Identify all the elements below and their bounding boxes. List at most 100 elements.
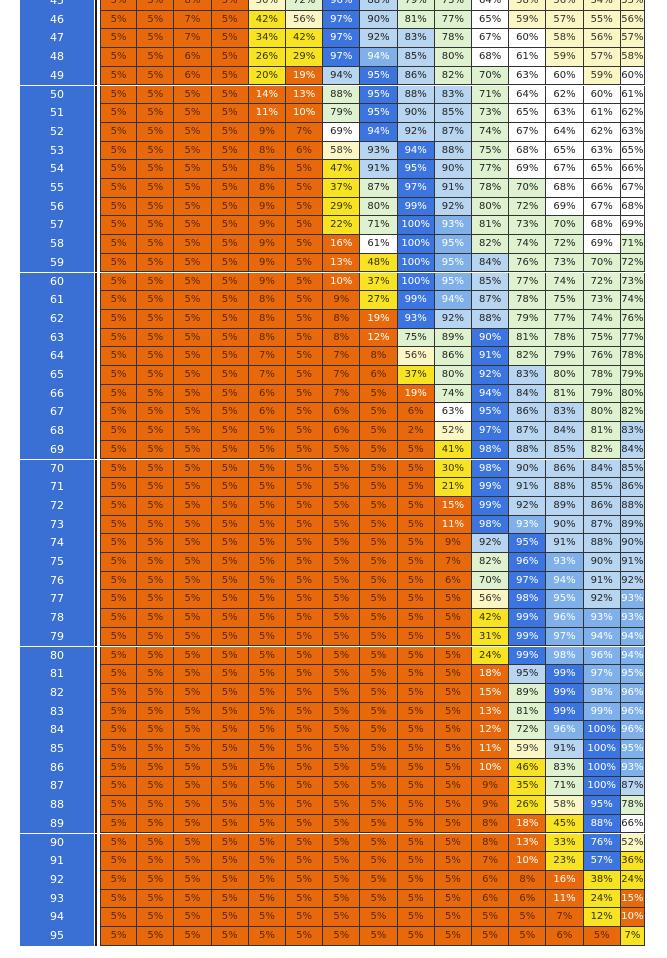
heatmap-cell: 5% bbox=[100, 870, 138, 890]
heatmap-cell: 5% bbox=[286, 515, 324, 535]
heatmap-cell: 16% bbox=[323, 235, 361, 254]
row-label: 81 bbox=[20, 665, 94, 684]
heatmap-cell: 5% bbox=[211, 0, 249, 11]
heatmap-cell: 7% bbox=[323, 347, 361, 366]
heatmap-cell: 84% bbox=[583, 459, 621, 479]
heatmap-cell: 88% bbox=[546, 478, 584, 497]
left-margin bbox=[0, 104, 20, 123]
heatmap-cell: 87% bbox=[509, 422, 547, 441]
heatmap-cell: 100% bbox=[397, 216, 435, 236]
heatmap-cell: 19% bbox=[360, 309, 398, 329]
row-label: 49 bbox=[20, 66, 94, 86]
heatmap-cell: 8% bbox=[174, 0, 212, 11]
heatmap-cell: 55% bbox=[583, 10, 621, 30]
heatmap-cell: 79% bbox=[323, 104, 361, 123]
table-row: 85 5% 5% 5% 5% 5% 5% 5% 5% 5% 5% 11% 59% 91% 100% 95% bbox=[0, 740, 667, 759]
heatmap-cell: 58% bbox=[546, 796, 584, 815]
heatmap-cell: 61% bbox=[583, 104, 621, 123]
left-margin bbox=[0, 927, 20, 946]
row-label: 80 bbox=[20, 646, 94, 666]
heatmap-cell: 69% bbox=[583, 235, 621, 254]
heatmap-cell: 15% bbox=[434, 496, 472, 516]
heatmap-cell: 5% bbox=[100, 515, 138, 535]
heatmap-cell: 87% bbox=[620, 777, 645, 797]
heatmap-cell: 90% bbox=[509, 459, 547, 479]
heatmap-cell: 90% bbox=[397, 104, 435, 123]
heatmap-cell: 5% bbox=[137, 29, 175, 49]
left-margin bbox=[0, 721, 20, 740]
left-margin bbox=[0, 833, 20, 853]
heatmap-cell: 5% bbox=[360, 796, 398, 815]
heatmap-cell: 5% bbox=[583, 927, 621, 946]
heatmap-cell: 5% bbox=[286, 870, 324, 890]
heatmap-cell: 6% bbox=[546, 927, 584, 946]
heatmap-cell: 86% bbox=[434, 347, 472, 366]
heatmap-cell: 5% bbox=[211, 721, 249, 740]
heatmap-cell: 86% bbox=[397, 66, 435, 86]
heatmap-cell: 5% bbox=[100, 571, 138, 591]
row-label: 87 bbox=[20, 777, 94, 797]
heatmap-cell: 5% bbox=[286, 777, 324, 797]
heatmap-cell: 79% bbox=[583, 384, 621, 404]
heatmap-cell: 91% bbox=[434, 179, 472, 198]
heatmap-cell: 5% bbox=[100, 927, 138, 946]
heatmap-cell: 69% bbox=[323, 122, 361, 142]
heatmap-cell: 5% bbox=[360, 683, 398, 703]
heatmap-cell: 5% bbox=[323, 721, 361, 740]
heatmap-cell: 5% bbox=[248, 609, 286, 628]
heatmap-cell: 8% bbox=[323, 328, 361, 348]
heatmap-cell: 62% bbox=[620, 104, 645, 123]
heatmap-cell: 5% bbox=[211, 702, 249, 722]
heatmap-cell: 99% bbox=[509, 646, 547, 666]
heatmap-cell: 62% bbox=[583, 122, 621, 142]
column-divider bbox=[94, 216, 100, 236]
column-divider bbox=[94, 852, 100, 871]
table-row: 86 5% 5% 5% 5% 5% 5% 5% 5% 5% 5% 10% 46% 83% 100% 93% bbox=[0, 758, 667, 778]
heatmap-cell: 5% bbox=[137, 141, 175, 161]
heatmap-cell: 52% bbox=[620, 833, 645, 853]
heatmap-cell: 5% bbox=[323, 814, 361, 834]
heatmap-cell: 10% bbox=[509, 852, 547, 871]
heatmap-cell: 88% bbox=[583, 814, 621, 834]
heatmap-cell: 38% bbox=[583, 870, 621, 890]
heatmap-cell: 5% bbox=[360, 590, 398, 610]
heatmap-cell: 5% bbox=[397, 908, 435, 927]
heatmap-cell: 6% bbox=[286, 141, 324, 161]
heatmap-cell: 89% bbox=[434, 328, 472, 348]
column-divider bbox=[94, 235, 100, 254]
heatmap-cell: 85% bbox=[620, 459, 645, 479]
heatmap-cell: 64% bbox=[472, 0, 510, 11]
heatmap-cell: 5% bbox=[174, 197, 212, 217]
heatmap-cell: 5% bbox=[286, 496, 324, 516]
heatmap-cell: 82% bbox=[509, 347, 547, 366]
heatmap-cell: 5% bbox=[100, 160, 138, 179]
heatmap-cell: 5% bbox=[248, 702, 286, 722]
heatmap-cell: 5% bbox=[174, 366, 212, 385]
heatmap-cell: 5% bbox=[248, 422, 286, 441]
heatmap-cell: 6% bbox=[174, 66, 212, 86]
heatmap-cell: 5% bbox=[100, 10, 138, 30]
heatmap-cell: 5% bbox=[286, 179, 324, 198]
heatmap-cell: 5% bbox=[360, 740, 398, 759]
row-label: 95 bbox=[20, 927, 94, 946]
heatmap-cell: 5% bbox=[360, 403, 398, 423]
heatmap-cell: 5% bbox=[211, 796, 249, 815]
row-label: 85 bbox=[20, 740, 94, 759]
heatmap-cell: 5% bbox=[211, 422, 249, 441]
heatmap-cell: 5% bbox=[100, 29, 138, 49]
column-divider bbox=[94, 66, 100, 86]
column-divider bbox=[94, 422, 100, 441]
heatmap-cell: 85% bbox=[546, 440, 584, 460]
heatmap-cell: 5% bbox=[397, 440, 435, 460]
heatmap-cell: 54% bbox=[583, 0, 621, 11]
heatmap-cell: 5% bbox=[100, 721, 138, 740]
heatmap-cell: 5% bbox=[397, 683, 435, 703]
row-label: 84 bbox=[20, 721, 94, 740]
left-margin bbox=[0, 889, 20, 909]
heatmap-cell: 77% bbox=[434, 10, 472, 30]
heatmap-cell: 73% bbox=[472, 104, 510, 123]
row-label: 59 bbox=[20, 253, 94, 273]
heatmap-cell: 5% bbox=[211, 66, 249, 86]
heatmap-cell: 19% bbox=[286, 66, 324, 86]
heatmap-cell: 5% bbox=[137, 758, 175, 778]
